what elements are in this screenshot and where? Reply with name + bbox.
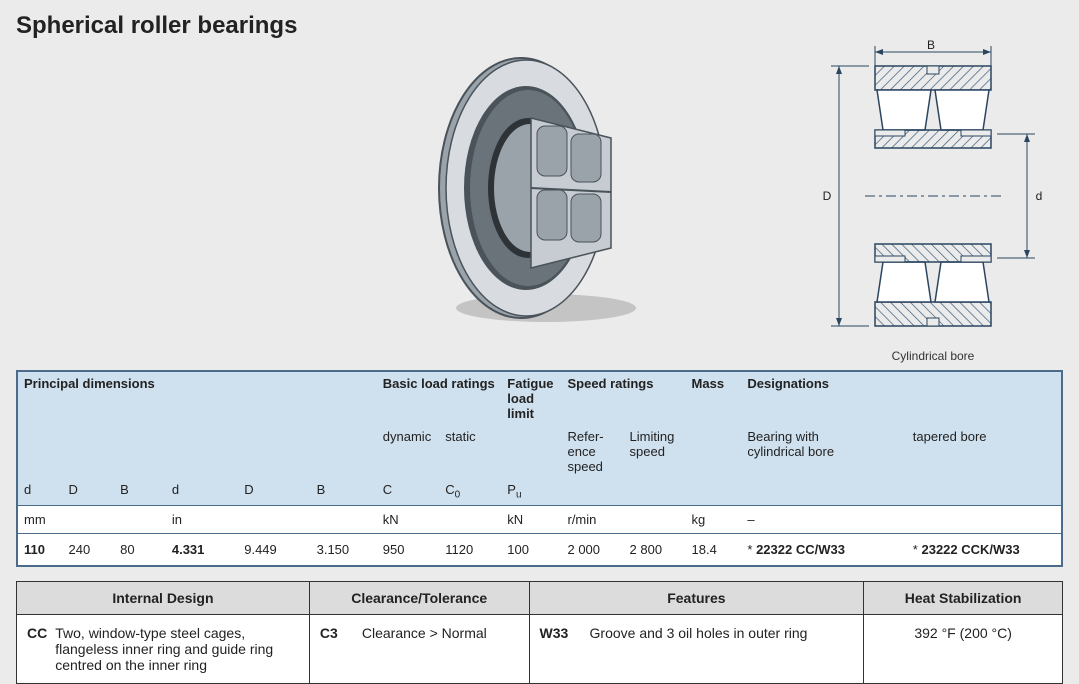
hdr-desig-cyl: Bearing with cylindrical bore bbox=[741, 425, 906, 478]
page-title: Spherical roller bearings bbox=[16, 12, 1063, 40]
hdr-speed: Speed ratings bbox=[561, 371, 685, 425]
code-features: W33 bbox=[540, 625, 582, 641]
val-D-mm: 240 bbox=[62, 533, 114, 566]
sym-d: d bbox=[17, 478, 62, 505]
unit-kN2: kN bbox=[501, 505, 561, 533]
val-D-in: 9.449 bbox=[238, 533, 310, 566]
sym-B: B bbox=[114, 478, 166, 505]
val-B-in: 3.150 bbox=[311, 533, 377, 566]
val-d-in: 4.331 bbox=[166, 533, 238, 566]
unit-dash: – bbox=[741, 505, 1062, 533]
val-mass: 18.4 bbox=[686, 533, 742, 566]
dim-label-d: d bbox=[1036, 189, 1043, 203]
val-B-mm: 80 bbox=[114, 533, 166, 566]
val-lim-speed: 2 800 bbox=[624, 533, 686, 566]
dim-label-D: D bbox=[823, 189, 832, 203]
val-desig-cyl: * 22322 CC/W33 bbox=[741, 533, 906, 566]
hero-row: B D d bbox=[16, 44, 1063, 364]
sym-B-in: B bbox=[311, 478, 377, 505]
code-clearance: C3 bbox=[320, 625, 354, 641]
hdr-lim-speed: Limiting speed bbox=[624, 425, 686, 478]
unit-kg: kg bbox=[686, 505, 742, 533]
val-C0: 1120 bbox=[439, 533, 501, 566]
hdr-fatigue: Fatigue load limit bbox=[501, 371, 561, 425]
text-clearance: Clearance > Normal bbox=[362, 625, 487, 641]
hdr-mass: Mass bbox=[686, 371, 742, 425]
cell-features: W33 Groove and 3 oil holes in outer ring bbox=[529, 614, 864, 683]
unit-rmin: r/min bbox=[561, 505, 685, 533]
unit-kN: kN bbox=[377, 505, 502, 533]
sym-C0: C0 bbox=[439, 478, 501, 505]
val-desig-tap: * 23222 CCK/W33 bbox=[907, 533, 1062, 566]
sym-Pu: Pu bbox=[501, 478, 561, 505]
code-internal: CC bbox=[27, 625, 47, 673]
val-d-mm: 110 bbox=[17, 533, 62, 566]
cell-clearance: C3 Clearance > Normal bbox=[309, 614, 529, 683]
unit-in: in bbox=[166, 505, 377, 533]
bearing-render bbox=[426, 38, 646, 333]
val-C: 950 bbox=[377, 533, 439, 566]
sym-D: D bbox=[62, 478, 114, 505]
sym-d-in: d bbox=[166, 478, 238, 505]
dim-label-B: B bbox=[927, 38, 935, 52]
features-table: Internal Design Clearance/Tolerance Feat… bbox=[16, 581, 1063, 684]
text-internal: Two, window-type steel cages, flangeless… bbox=[55, 625, 299, 673]
table-row: 110 240 80 4.331 9.449 3.150 950 1120 10… bbox=[17, 533, 1062, 566]
hdr-basic-load: Basic load ratings bbox=[377, 371, 502, 425]
cell-heat: 392 °F (200 °C) bbox=[864, 614, 1063, 683]
schematic-diagram: B D d bbox=[803, 38, 1063, 363]
hdr-principal: Principal dimensions bbox=[17, 371, 377, 425]
val-ref-speed: 2 000 bbox=[561, 533, 623, 566]
sym-C: C bbox=[377, 478, 439, 505]
text-features: Groove and 3 oil holes in outer ring bbox=[590, 625, 808, 641]
hdr-desig-tap: tapered bore bbox=[907, 425, 1062, 478]
cell-internal: CC Two, window-type steel cages, flangel… bbox=[17, 614, 310, 683]
specs-table: Principal dimensions Basic load ratings … bbox=[16, 370, 1063, 567]
hdr-static: static bbox=[439, 425, 501, 478]
hdr-ref-speed: Refer- ence speed bbox=[561, 425, 623, 478]
hdr-designations: Designations bbox=[741, 371, 1062, 425]
schematic-caption: Cylindrical bore bbox=[803, 349, 1063, 363]
fh-clearance: Clearance/Tolerance bbox=[309, 581, 529, 614]
sym-D-in: D bbox=[238, 478, 310, 505]
fh-features: Features bbox=[529, 581, 864, 614]
fh-internal: Internal Design bbox=[17, 581, 310, 614]
val-Pu: 100 bbox=[501, 533, 561, 566]
hdr-dynamic: dynamic bbox=[377, 425, 439, 478]
fh-heat: Heat Stabilization bbox=[864, 581, 1063, 614]
unit-mm: mm bbox=[17, 505, 166, 533]
